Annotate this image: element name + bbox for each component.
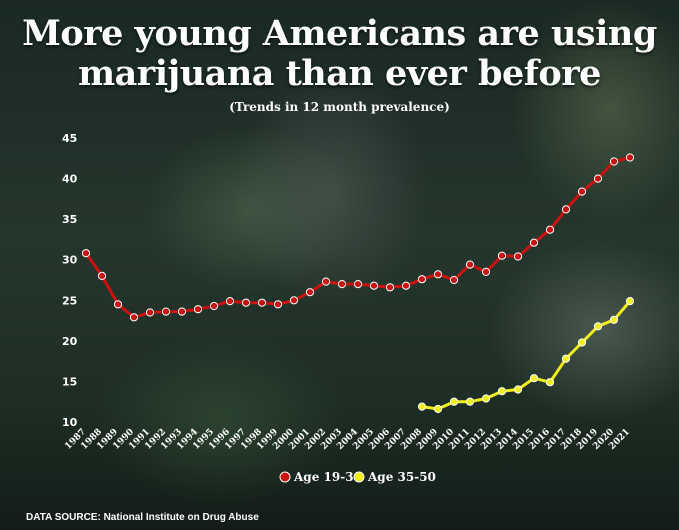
data-point xyxy=(385,283,395,292)
data-point xyxy=(273,300,283,309)
data-point xyxy=(225,297,235,306)
data-point xyxy=(401,281,411,290)
data-point xyxy=(625,153,635,162)
legend-label-age-19-30: Age 19-30 xyxy=(293,470,362,484)
data-point xyxy=(289,296,299,305)
data-point xyxy=(625,297,635,306)
series-layer xyxy=(81,153,635,414)
data-point xyxy=(369,281,379,290)
legend: Age 19-30 Age 35-50 xyxy=(279,470,436,484)
data-point xyxy=(545,378,555,387)
data-point xyxy=(449,397,459,406)
x-axis: 1987198819891990199119921993199419951996… xyxy=(63,427,632,452)
data-point xyxy=(321,277,331,286)
y-tick-label: 35 xyxy=(62,213,77,226)
data-point xyxy=(209,301,219,311)
data-point xyxy=(481,267,491,276)
data-point xyxy=(97,271,107,280)
series-0 xyxy=(81,153,635,322)
y-tick-label: 25 xyxy=(62,294,77,307)
data-point xyxy=(241,298,251,307)
data-point xyxy=(257,298,267,307)
data-point xyxy=(465,397,475,406)
data-point xyxy=(513,252,523,261)
data-point xyxy=(609,315,619,324)
data-point xyxy=(561,205,571,214)
legend-marker-age-19-30 xyxy=(279,471,291,483)
data-point xyxy=(305,288,315,297)
y-tick-label: 45 xyxy=(62,132,77,145)
series-line xyxy=(84,156,631,319)
data-point xyxy=(161,307,171,316)
data-source-note: DATA SOURCE: National Institute on Drug … xyxy=(26,512,259,523)
series-1 xyxy=(417,297,635,414)
data-point xyxy=(513,385,523,394)
data-point xyxy=(337,280,347,289)
data-point xyxy=(433,404,443,414)
series-line xyxy=(421,300,632,411)
data-point xyxy=(497,251,507,260)
y-tick-label: 40 xyxy=(62,173,78,186)
chart-title-line-1: More young Americans are using xyxy=(22,13,657,54)
data-point xyxy=(529,238,539,247)
data-point xyxy=(465,260,475,269)
data-point xyxy=(417,275,427,284)
data-point xyxy=(561,354,571,363)
data-point xyxy=(129,313,139,322)
y-tick-label: 10 xyxy=(62,416,78,429)
data-point xyxy=(433,270,443,279)
data-point xyxy=(593,174,603,183)
data-point xyxy=(545,225,555,234)
y-tick-label: 30 xyxy=(62,254,78,267)
data-point xyxy=(145,308,155,317)
data-point xyxy=(577,338,587,347)
chart-title-line-2: marijuana than ever before xyxy=(78,53,601,94)
data-point xyxy=(417,402,427,411)
data-point xyxy=(449,275,459,285)
data-point xyxy=(177,307,187,316)
data-point xyxy=(593,322,603,331)
y-axis: 10 15 20 25 30 35 40 45 xyxy=(62,132,78,429)
data-point xyxy=(529,374,539,383)
data-point xyxy=(193,305,203,314)
data-point xyxy=(481,394,491,403)
legend-marker-age-35-50 xyxy=(353,471,365,483)
data-point xyxy=(577,187,587,196)
chart-subtitle: (Trends in 12 month prevalence) xyxy=(229,100,450,114)
y-tick-label: 15 xyxy=(62,375,77,388)
legend-label-age-35-50: Age 35-50 xyxy=(367,470,436,484)
data-point xyxy=(113,300,123,309)
data-point xyxy=(353,280,363,289)
data-point xyxy=(497,387,507,396)
data-point xyxy=(81,249,91,258)
y-tick-label: 20 xyxy=(62,335,78,348)
data-point xyxy=(609,157,619,166)
